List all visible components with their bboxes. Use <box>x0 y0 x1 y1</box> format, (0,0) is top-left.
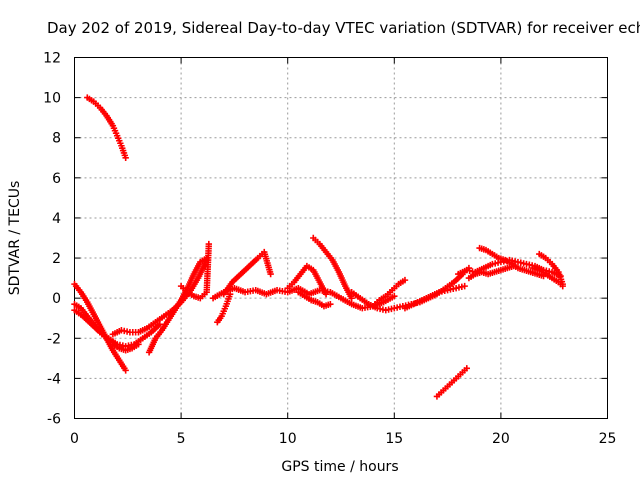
data-point <box>322 290 330 298</box>
series-arc-p <box>401 282 468 312</box>
x-tick-label: 15 <box>385 431 403 447</box>
data-point <box>205 240 213 248</box>
data-point <box>463 365 470 372</box>
y-tick-labels: -6 -4 -2 0 2 4 6 8 10 12 <box>43 51 61 428</box>
x-tick-label: 10 <box>279 431 297 447</box>
data-point <box>267 270 274 278</box>
data-point <box>122 367 129 374</box>
y-tick-label: 12 <box>43 51 61 67</box>
series-arc-t <box>465 262 517 282</box>
y-tick-label: 2 <box>52 251 61 267</box>
x-tick-label: 25 <box>599 431 617 447</box>
y-tick-label: 8 <box>52 131 61 147</box>
data-point <box>327 300 334 308</box>
y-tick-label: -6 <box>47 412 61 428</box>
series-arc-s <box>476 244 547 280</box>
y-tick-label: 10 <box>43 91 61 107</box>
x-tick-label: 0 <box>70 431 79 447</box>
data-point <box>348 294 355 302</box>
chart-title: Day 202 of 2019, Sidereal Day-to-day VTE… <box>47 19 640 37</box>
x-axis-label: GPS time / hours <box>281 459 398 475</box>
data-points <box>71 94 566 400</box>
data-point <box>122 154 129 161</box>
data-point <box>559 282 566 290</box>
series-arc-f <box>177 240 213 302</box>
axis-ticks <box>74 57 608 419</box>
data-point <box>401 276 409 284</box>
series-arc-o <box>369 276 409 310</box>
series-arc-q <box>433 365 470 400</box>
y-tick-label: 0 <box>52 291 61 307</box>
series-arc-early-high <box>84 94 129 161</box>
series-arc-g <box>214 290 234 326</box>
plot-frame <box>74 57 608 419</box>
y-tick-label: -2 <box>47 331 61 347</box>
series-arc-c <box>71 307 163 350</box>
x-tick-label: 20 <box>492 431 510 447</box>
y-tick-label: 4 <box>52 211 61 227</box>
y-tick-label: 6 <box>52 171 61 187</box>
grid-lines <box>74 57 608 419</box>
y-tick-label: -4 <box>47 371 61 387</box>
series-arc-k <box>295 288 334 310</box>
data-point <box>461 282 468 290</box>
x-tick-label: 5 <box>177 431 186 447</box>
series-arc-v <box>529 264 566 290</box>
data-point <box>391 292 398 300</box>
x-tick-labels: 0 5 10 15 20 25 <box>70 431 616 447</box>
data-point <box>510 262 517 270</box>
series-arc-a <box>71 280 129 374</box>
series-arc-j <box>284 262 330 298</box>
y-axis-label: SDTVAR / TECUs <box>7 181 23 296</box>
